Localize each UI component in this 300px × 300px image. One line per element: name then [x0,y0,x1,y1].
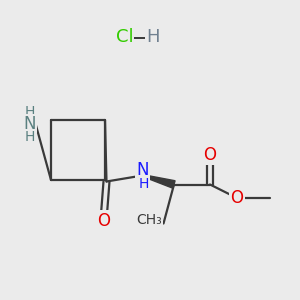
Text: H: H [25,130,35,144]
Text: O: O [203,146,217,164]
Text: Cl: Cl [116,28,133,46]
Text: N: N [24,115,36,133]
Text: H: H [146,28,160,46]
Text: CH₃: CH₃ [136,212,162,226]
Text: O: O [97,212,110,230]
Text: H: H [25,106,35,119]
Text: O: O [230,189,244,207]
Text: H: H [139,178,149,191]
Text: N: N [136,161,149,179]
Polygon shape [142,175,175,188]
